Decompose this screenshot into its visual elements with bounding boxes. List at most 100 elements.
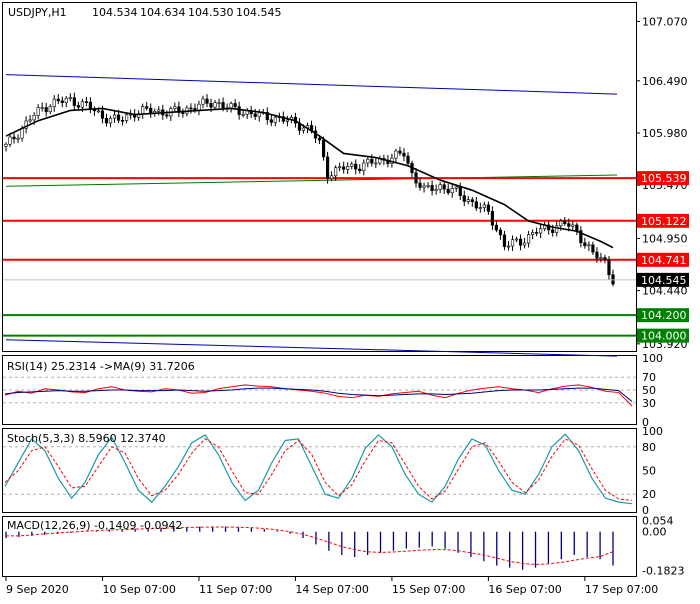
candle-body [394,150,398,159]
candle-body [32,115,36,121]
price-header-low: 104.530 [188,6,234,19]
macd-signal-line [6,526,614,565]
candle-body [28,119,32,122]
candle-body [317,137,322,141]
candle-body [366,158,370,164]
candle-body [4,143,8,147]
candle-body [583,242,587,247]
price-y-label: 106.490 [642,75,688,88]
candle-body [321,139,326,158]
candle-body [24,120,28,129]
candle-body [338,166,342,169]
candle-body [96,110,101,113]
candle-body [116,114,121,121]
price-panel[interactable] [2,2,637,352]
candle-body [514,238,519,241]
candle-body [157,109,161,112]
candle-body [76,105,80,108]
candle-body [205,98,209,104]
candle-body [498,229,503,236]
price-y-label: 104.950 [642,232,688,245]
moving-average-line [5,107,614,249]
candle-body [165,114,169,117]
stoch-y-label: 0 [642,504,649,517]
candle-body [325,156,330,180]
rsi-y-label: 100 [642,352,663,365]
x-axis-label: 16 Sep 07:00 [488,583,561,596]
candle-body [551,229,555,233]
candle-body [269,119,273,123]
candle-body [281,116,285,122]
candle-body [555,225,559,233]
candle-body [454,186,458,189]
candle-body [72,97,76,106]
candle-body [273,116,277,123]
stoch-y-label: 20 [642,488,656,501]
trend-line [5,74,618,95]
candle-body [575,224,579,231]
candle-body [422,185,426,188]
price-y-label: 104.440 [642,285,688,298]
candle-body [124,114,129,121]
candle-body [414,172,418,184]
candle-body [358,168,362,171]
level-price-tag [637,252,689,267]
candle-body [197,103,201,111]
candle-body [233,103,237,108]
price-header-high: 104.634 [140,6,186,19]
candle-body [84,101,88,103]
candle-body [237,106,241,115]
candle-body [330,175,334,180]
candle-body [241,113,245,116]
candle-body [104,118,109,124]
rsi-y-label: 70 [642,371,656,384]
candle-body [482,204,486,208]
candle-body [112,114,117,119]
candle-body [209,103,213,108]
level-price-label: 105.539 [641,172,687,185]
current-price-tag [637,272,689,287]
macd-y-label: 0.00 [642,526,667,539]
candle-body [213,102,217,108]
candle-body [149,107,153,114]
level-price-tag [637,213,689,228]
candle-body [587,244,591,247]
candle-body [108,117,113,124]
candle-body [458,186,462,197]
candle-body [173,106,177,109]
candle-body [470,199,474,203]
macd-y-label: 0.054 [642,514,674,527]
rsi-series-line [4,387,633,402]
candle-body [502,234,507,247]
x-axis-label: 14 Sep 07:00 [295,583,368,596]
candle-body [229,103,233,109]
level-price-label: 104.000 [641,330,687,343]
macd-panel[interactable] [2,516,637,577]
candle-body [599,257,603,259]
x-axis-label: 11 Sep 07:00 [199,583,272,596]
candle-body [88,101,93,110]
candle-body [494,224,499,231]
candle-body [257,112,261,117]
candle-body [518,238,523,246]
level-price-label: 104.741 [641,254,687,267]
level-price-tag [637,308,689,323]
candle-body [531,232,535,235]
candle-body [579,230,583,244]
level-price-tag [637,171,689,186]
rsi-y-label: 50 [642,384,656,397]
candle-body [418,182,422,188]
candle-body [52,98,56,107]
candle-body [8,136,12,145]
x-axis-label: 9 Sep 2020 [6,583,69,596]
price-header-symbol: USDJPY,H1 [8,6,67,19]
candle-body [350,163,354,167]
current-price-label: 104.545 [641,274,687,287]
candle-body [68,97,72,99]
candle-body [334,167,338,177]
candle-body [526,234,531,244]
price-header-close: 104.545 [236,6,282,19]
candle-body [522,242,527,246]
candle-body [486,204,490,212]
